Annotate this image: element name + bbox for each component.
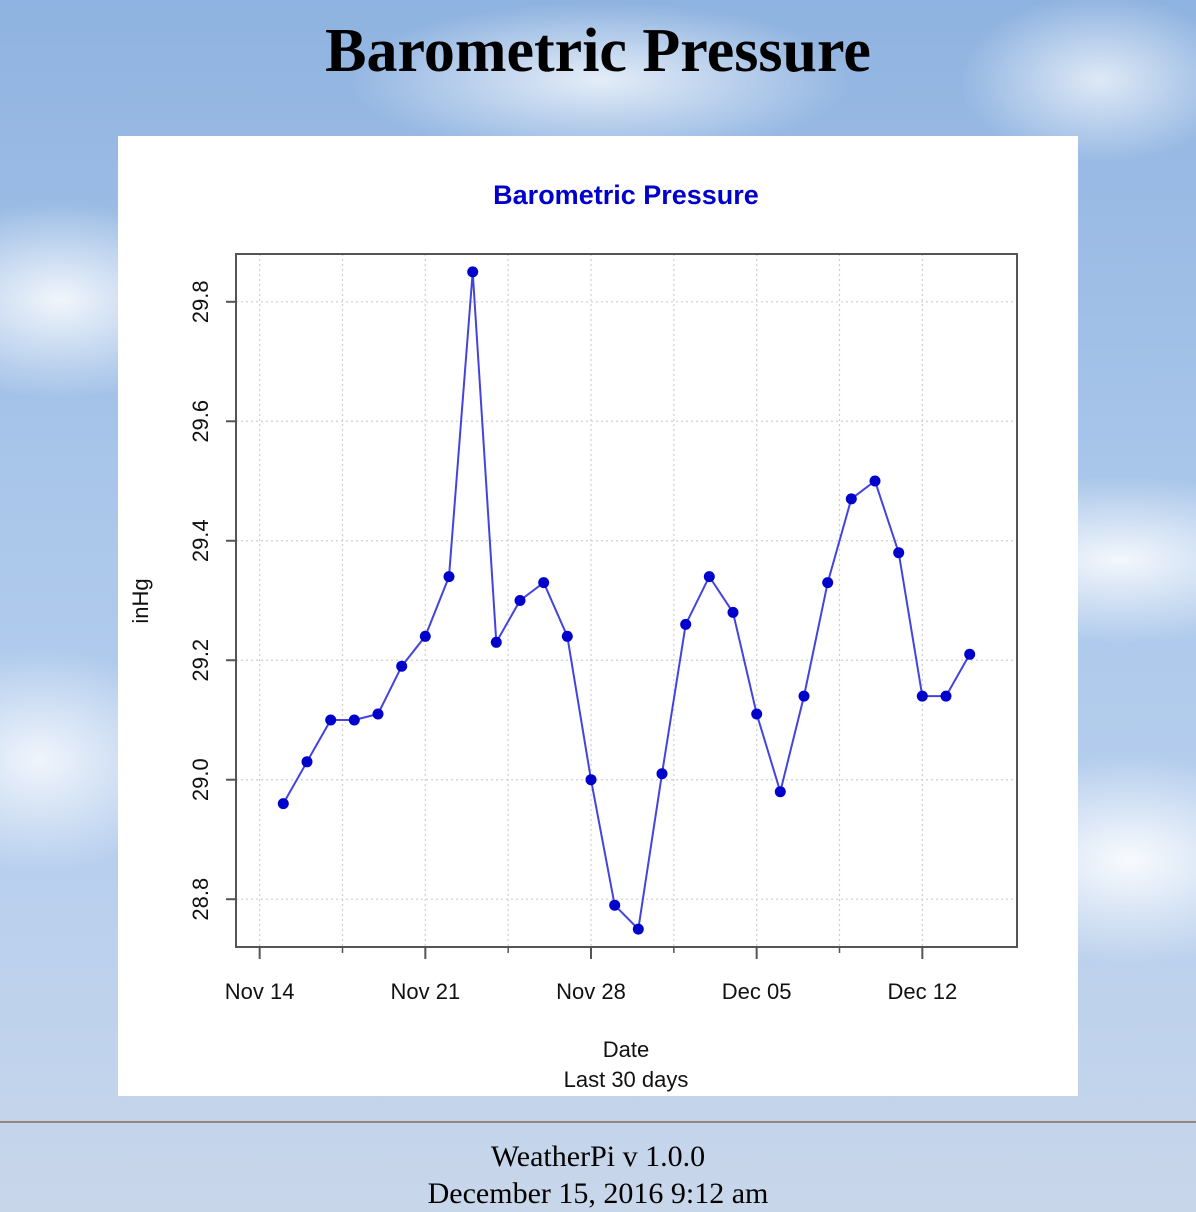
data-point [774, 786, 786, 798]
data-point [277, 798, 289, 810]
data-point [490, 636, 502, 648]
footer-separator [0, 1120, 1196, 1123]
data-point [396, 660, 408, 672]
footer: WeatherPi v 1.0.0 December 15, 2016 9:12… [0, 1138, 1196, 1212]
data-point [916, 690, 928, 702]
x-axis-label: Date [603, 1037, 649, 1062]
data-point [656, 768, 668, 780]
data-point [632, 923, 644, 935]
data-point [325, 714, 337, 726]
x-axis: Nov 14 Nov 21 Nov 28 Dec 05 Dec 12 [225, 947, 957, 1004]
series-line [282, 271, 971, 932]
x-tick-label: Dec 12 [887, 979, 957, 1004]
data-point [845, 493, 857, 505]
data-point [301, 756, 313, 768]
data-point [443, 571, 455, 583]
data-point [869, 475, 881, 487]
data-point [348, 714, 360, 726]
x-axis-sublabel: Last 30 days [564, 1067, 689, 1092]
data-point [727, 606, 739, 618]
data-point [372, 708, 384, 720]
pressure-chart: Barometric Pressure 28.8 29.0 29.2 29.4 29.6… [128, 180, 1018, 1092]
y-axis-label: inHg [128, 578, 153, 623]
data-point [609, 899, 621, 911]
timestamp-text: December 15, 2016 9:12 am [427, 1177, 769, 1210]
data-point [538, 577, 550, 589]
x-tick-label: Nov 14 [225, 979, 295, 1004]
data-point [940, 690, 952, 702]
data-point [751, 708, 763, 720]
data-point [680, 618, 692, 630]
grid-lines [236, 254, 1017, 947]
y-tick-label: 29.0 [188, 758, 213, 801]
data-point [893, 547, 905, 559]
x-tick-label: Nov 28 [556, 979, 626, 1004]
chart-panel: Barometric Pressure 28.8 29.0 29.2 29.4 29.6… [118, 136, 1078, 1096]
y-tick-label: 29.8 [188, 280, 213, 323]
page-title: Barometric Pressure [325, 17, 871, 85]
y-tick-label: 29.2 [188, 639, 213, 682]
data-point [703, 571, 715, 583]
data-point [514, 595, 526, 606]
y-tick-label: 28.8 [188, 878, 213, 921]
data-point [419, 630, 431, 642]
chart-title: Barometric Pressure [493, 180, 759, 210]
y-tick-label: 29.6 [188, 400, 213, 443]
y-axis: 28.8 29.0 29.2 29.4 29.6 29.8 [188, 280, 236, 921]
series-pressure [277, 266, 976, 935]
data-point [798, 690, 810, 702]
y-tick-label: 29.4 [188, 519, 213, 562]
x-tick-label: Nov 21 [390, 979, 460, 1004]
x-tick-label: Dec 05 [722, 979, 792, 1004]
data-point [964, 648, 976, 660]
data-point [467, 266, 479, 278]
version-text: WeatherPi v 1.0.0 [490, 1140, 706, 1173]
data-point [822, 577, 834, 589]
plot-frame [235, 253, 1018, 948]
data-point [585, 774, 597, 786]
data-point [561, 630, 573, 642]
